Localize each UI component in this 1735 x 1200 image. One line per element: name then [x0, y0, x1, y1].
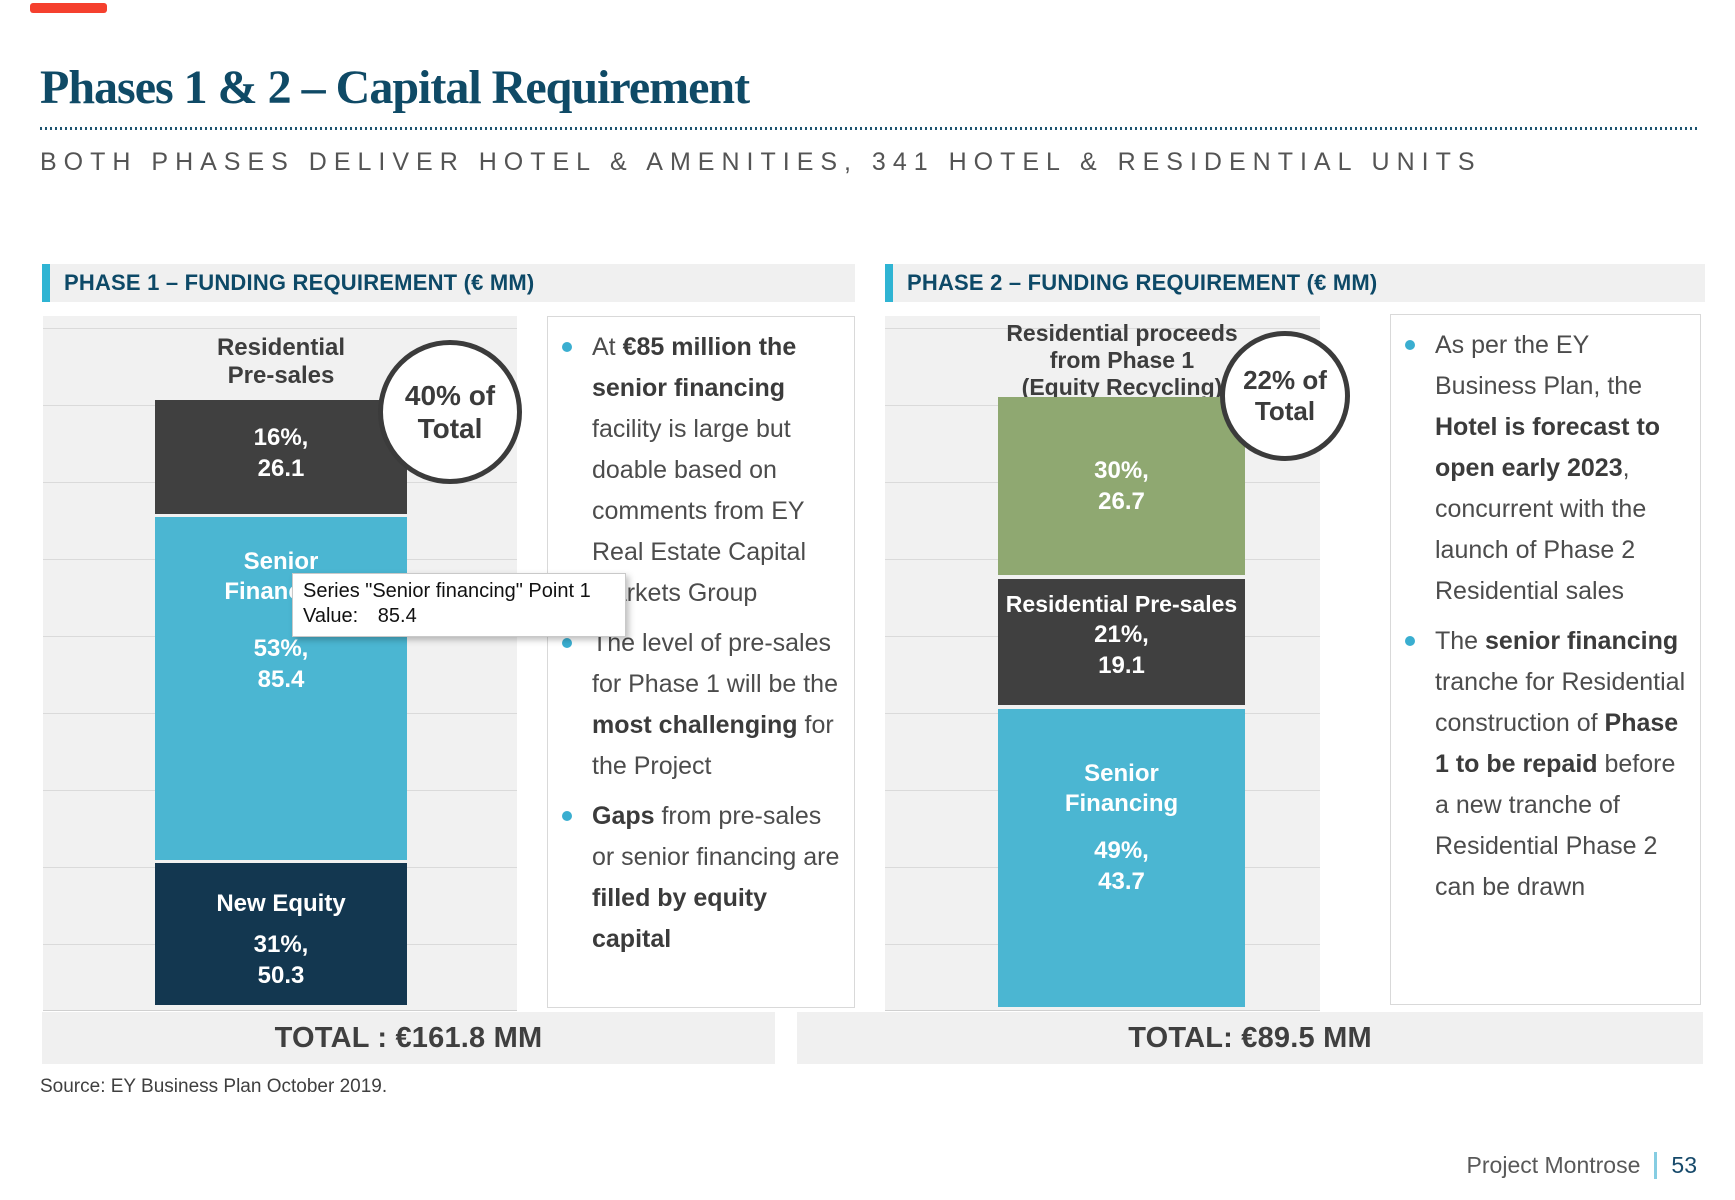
recording-indicator-bar[interactable] [30, 3, 107, 13]
segment-value-label: 85.4 [257, 666, 305, 693]
bullet-dot-icon [562, 811, 572, 821]
segment-name-line1: Residential Pre-sales [1005, 591, 1238, 617]
segment-pct-label: 49%, [1094, 837, 1149, 864]
phase2-panel-header: PHASE 2 – FUNDING REQUIREMENT (€ MM) [885, 264, 1705, 302]
footer-divider [1654, 1152, 1658, 1179]
phase2-segment-senior-financing[interactable]: Senior Financing 49%, 43.7 [998, 709, 1245, 1007]
bullet-item: The senior financing tranche for Residen… [1391, 621, 1696, 908]
dotted-divider [40, 127, 1697, 130]
phase1-total-strip: TOTAL : €161.8 MM [42, 1012, 775, 1064]
tooltip-value: 85.4 [377, 605, 417, 627]
phase1-panel-title: PHASE 1 – FUNDING REQUIREMENT (€ MM) [64, 270, 535, 295]
phase2-column-label-line3: (Equity Recycling) [1021, 374, 1223, 400]
segment-pct-label: 21%, [1094, 621, 1149, 648]
segment-value-label: 26.1 [257, 455, 305, 482]
bullet-dot-icon [1405, 340, 1415, 350]
bullet-text: As per the EY Business Plan, the Hotel i… [1435, 331, 1661, 605]
footer-page-number: 53 [1671, 1152, 1697, 1178]
badge-line2: Total [417, 413, 483, 444]
footer-project-name: Project Montrose [1466, 1152, 1641, 1178]
segment-pct-label: 16%, [253, 424, 309, 451]
badge-line1: 40% of [404, 380, 496, 411]
phase2-total-text: TOTAL: €89.5 MM [1128, 1021, 1372, 1054]
tooltip-series-line: Series "Senior financing" Point 1 [303, 580, 591, 602]
bullet-item: As per the EY Business Plan, the Hotel i… [1391, 325, 1696, 612]
segment-name-line2: Financing [1064, 790, 1179, 817]
bullet-text: The senior financing tranche for Residen… [1435, 627, 1686, 901]
phase2-segment-residential-presales[interactable]: Residential Pre-sales 21%, 19.1 [998, 579, 1245, 705]
phase1-column-label: Residential Pre-sales [155, 334, 407, 390]
phase2-panel-title: PHASE 2 – FUNDING REQUIREMENT (€ MM) [907, 270, 1378, 295]
phase1-accent-bar [42, 264, 50, 302]
tooltip-value-label: Value: [303, 605, 359, 627]
bullet-text: At €85 million the senior financing faci… [592, 333, 807, 607]
segment-pct-label: 30%, [1094, 457, 1149, 484]
phase1-panel-header: PHASE 1 – FUNDING REQUIREMENT (€ MM) [42, 264, 855, 302]
phase1-segment-new-equity[interactable]: New Equity 31%, 50.3 [155, 863, 407, 1005]
phase1-segment-residential-presales[interactable]: 16%, 26.1 [155, 400, 407, 514]
bullet-item: Gaps from pre-sales or senior financing … [548, 796, 850, 960]
phase2-column-label-line1: Residential proceeds [1006, 320, 1238, 346]
phase2-accent-bar [885, 264, 893, 302]
segment-pct-label: 31%, [253, 931, 309, 958]
bullet-dot-icon [1405, 636, 1415, 646]
bullet-dot-icon [562, 342, 572, 352]
badge-line1: 22% of [1243, 365, 1327, 395]
phase1-total-share-badge: 40% of Total [378, 340, 522, 484]
segment-value-label: 19.1 [1098, 652, 1145, 679]
chart-tooltip: Series "Senior financing" Point 1 Value:… [292, 573, 626, 637]
segment-value-label: 43.7 [1098, 868, 1145, 895]
phase1-column-label-line2: Pre-sales [227, 362, 335, 389]
phase1-segment-senior-financing[interactable]: Senior Financing 53%, 85.4 [155, 517, 407, 860]
phase1-column-label-line1: Residential [216, 334, 346, 361]
phase2-notes-panel: As per the EY Business Plan, the Hotel i… [1390, 314, 1701, 1005]
phase1-total-text: TOTAL : €161.8 MM [274, 1021, 543, 1054]
bullet-item: At €85 million the senior financing faci… [548, 327, 850, 614]
phase2-column-label-line2: from Phase 1 [1049, 347, 1195, 373]
slide-footer: Project Montrose 53 [1467, 1152, 1697, 1179]
phase2-segment-equity-recycling[interactable]: 30%, 26.7 [998, 397, 1245, 575]
segment-pct-label: 53%, [253, 635, 309, 662]
source-note: Source: EY Business Plan October 2019. [40, 1076, 388, 1097]
phase2-total-strip: TOTAL: €89.5 MM [797, 1012, 1703, 1064]
segment-value-label: 50.3 [257, 962, 305, 989]
page-subtitle: BOTH PHASES DELIVER HOTEL & AMENITIES, 3… [40, 148, 1482, 176]
segment-value-label: 26.7 [1098, 488, 1145, 515]
badge-line2: Total [1254, 396, 1316, 426]
phase2-column-label: Residential proceeds from Phase 1 (Equit… [992, 320, 1252, 401]
segment-name-line1: Senior [243, 548, 319, 575]
bullet-text: Gaps from pre-sales or senior financing … [592, 802, 840, 953]
tooltip-value-line: Value: 85.4 [303, 604, 615, 629]
segment-name-line1: Senior [1084, 760, 1159, 787]
bullet-item: The level of pre-sales for Phase 1 will … [548, 623, 850, 787]
page-title: Phases 1 & 2 – Capital Requirement [40, 61, 750, 114]
phase1-notes-panel: At €85 million the senior financing faci… [547, 316, 855, 1008]
phase2-total-share-badge: 22% of Total [1220, 331, 1350, 461]
segment-name-line1: New Equity [216, 890, 346, 917]
bullet-dot-icon [562, 638, 572, 648]
bullet-text: The level of pre-sales for Phase 1 will … [592, 629, 838, 780]
